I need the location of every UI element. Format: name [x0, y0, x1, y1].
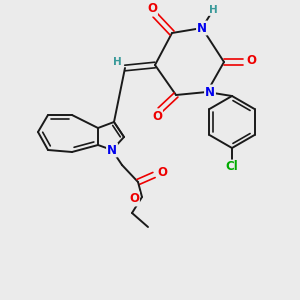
Text: N: N [107, 143, 117, 157]
Text: H: H [112, 57, 122, 67]
Text: O: O [157, 167, 167, 179]
Text: O: O [129, 193, 139, 206]
Text: O: O [246, 53, 256, 67]
Text: N: N [205, 85, 215, 98]
Text: Cl: Cl [226, 160, 238, 173]
Text: O: O [147, 2, 157, 16]
Text: O: O [152, 110, 162, 122]
Text: N: N [197, 22, 207, 34]
Text: H: H [208, 5, 217, 15]
